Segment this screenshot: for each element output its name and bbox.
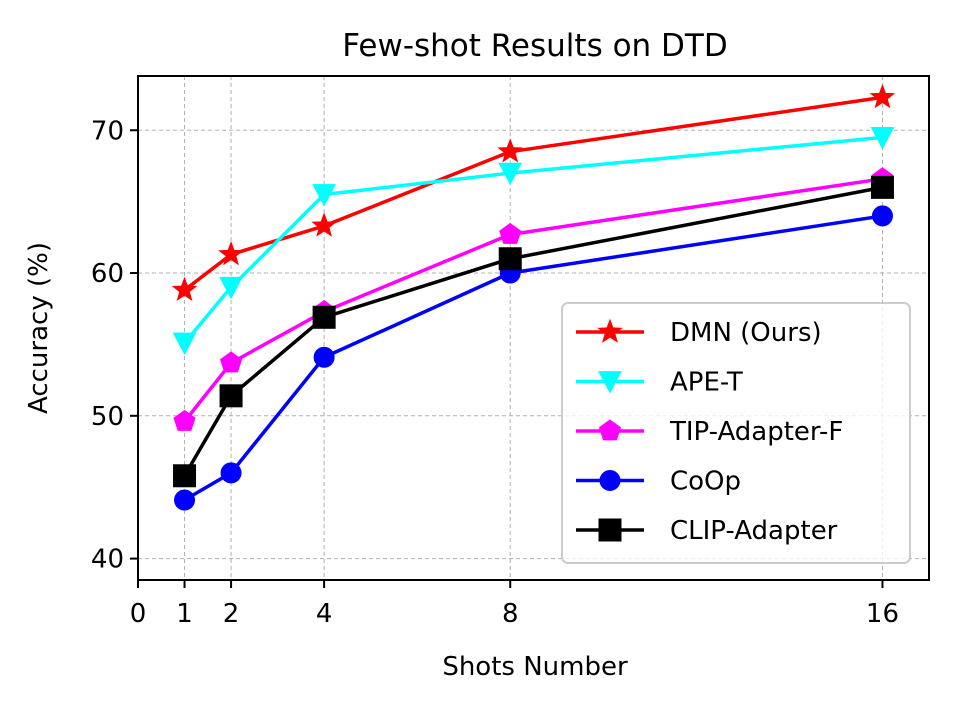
legend-entry: CLIP-Adapter	[576, 516, 838, 546]
legend-label: DMN (Ours)	[670, 318, 822, 348]
x-tick-label: 4	[316, 599, 333, 629]
x-axis-label: Shots Number	[442, 652, 628, 682]
legend-entry: DMN (Ours)	[576, 318, 822, 348]
legend-label: CLIP-Adapter	[670, 516, 838, 546]
legend-label: TIP-Adapter-F	[669, 417, 843, 447]
legend-marker	[598, 371, 622, 394]
data-point	[870, 126, 895, 150]
legend-label: CoOp	[670, 467, 741, 497]
data-point	[313, 346, 335, 368]
chart-title: Few-shot Results on DTD	[342, 28, 727, 64]
x-tick-label: 1	[176, 599, 193, 629]
legend-entry: CoOp	[576, 467, 741, 497]
data-point	[498, 247, 522, 271]
data-point	[173, 409, 196, 431]
series-layer	[171, 83, 896, 511]
data-point	[870, 175, 894, 199]
legend-label: APE-T	[670, 368, 743, 398]
legend-entry: APE-T	[576, 368, 743, 398]
legend-entry: TIP-Adapter-F	[576, 417, 843, 447]
legend-marker	[599, 470, 621, 491]
data-point	[499, 222, 522, 244]
legend: DMN (Ours) APE-T TIP-Adapter-F CoOp CLIP-Ada…	[561, 302, 911, 564]
y-tick-label: 60	[91, 259, 124, 289]
data-point	[311, 212, 337, 237]
axis-ticks: 0 1 2 4 8 16 40 50 60 70	[91, 116, 899, 629]
data-point	[172, 332, 197, 356]
series-coop	[174, 205, 893, 511]
data-point	[219, 276, 243, 300]
data-point	[171, 276, 198, 302]
y-tick-label: 70	[91, 116, 124, 146]
data-point	[220, 351, 243, 373]
data-point	[174, 489, 196, 511]
x-tick-label: 0	[130, 599, 147, 629]
data-point	[312, 305, 336, 329]
x-tick-label: 8	[502, 599, 519, 629]
y-tick-label: 40	[91, 545, 124, 575]
data-point	[312, 184, 336, 207]
y-tick-label: 50	[91, 402, 124, 432]
legend-marker	[598, 419, 622, 441]
x-tick-label: 2	[223, 599, 240, 629]
data-point	[869, 83, 896, 109]
legend-marker	[598, 518, 622, 542]
x-tick-label: 16	[866, 599, 899, 629]
data-point	[220, 462, 242, 484]
series-dmn-ours	[171, 83, 896, 302]
data-point	[497, 138, 524, 163]
y-axis-label: Accuracy (%)	[24, 242, 54, 414]
legend-marker	[597, 318, 623, 343]
series-clip-adapter	[173, 175, 894, 488]
series-ape-t	[172, 126, 895, 356]
plot-frame	[137, 75, 930, 581]
data-point	[218, 241, 244, 266]
legend-box	[561, 302, 911, 564]
data-point	[871, 205, 893, 227]
data-point	[173, 464, 197, 488]
data-point	[219, 384, 243, 408]
data-point	[498, 162, 523, 186]
